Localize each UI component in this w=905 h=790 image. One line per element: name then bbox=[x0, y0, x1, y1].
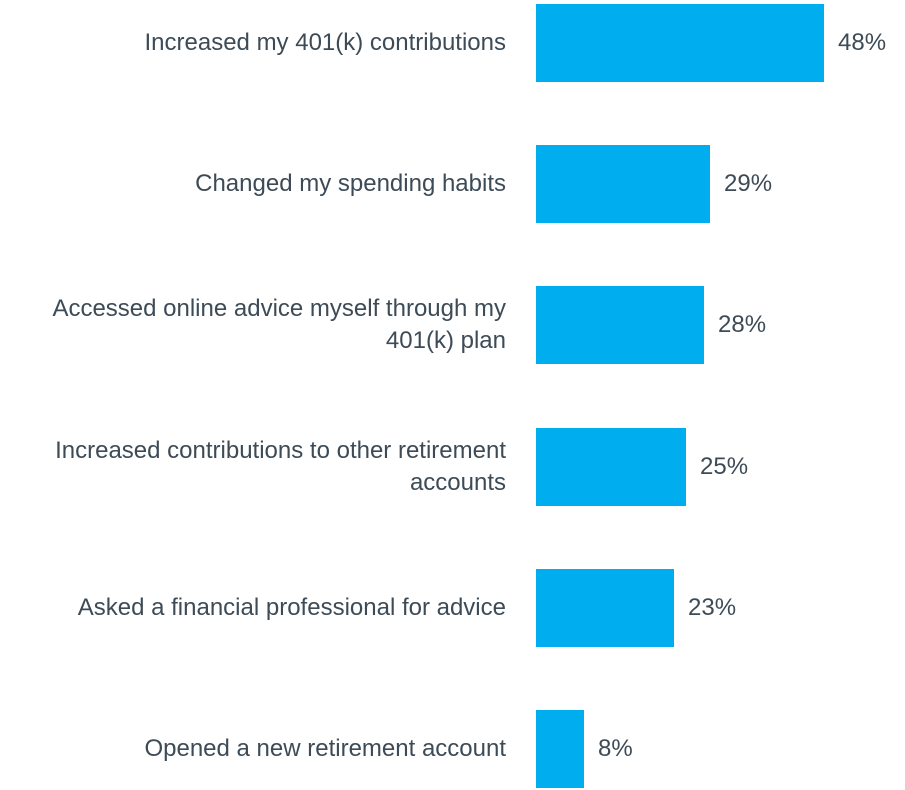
category-label: Increased contributions to other retirem… bbox=[55, 436, 506, 496]
bar bbox=[536, 710, 584, 788]
bar bbox=[536, 427, 686, 506]
category-label: Increased my 401(k) contributions bbox=[144, 29, 507, 56]
category-label: Opened a new retirement account bbox=[144, 735, 506, 762]
bar bbox=[536, 568, 674, 647]
category-label: Changed my spending habits bbox=[195, 170, 506, 198]
bar bbox=[536, 286, 704, 365]
value-label: 25% bbox=[700, 452, 749, 480]
value-label: 29% bbox=[724, 170, 773, 198]
bar bbox=[536, 4, 824, 82]
category-label: Accessed online advice myself through my… bbox=[52, 295, 506, 355]
value-label: 28% bbox=[718, 311, 767, 339]
value-label: 48% bbox=[838, 29, 887, 56]
value-label: 8% bbox=[598, 735, 633, 762]
value-label: 23% bbox=[688, 593, 737, 621]
category-label: Asked a financial professional for advic… bbox=[77, 593, 506, 621]
bar bbox=[536, 145, 710, 224]
